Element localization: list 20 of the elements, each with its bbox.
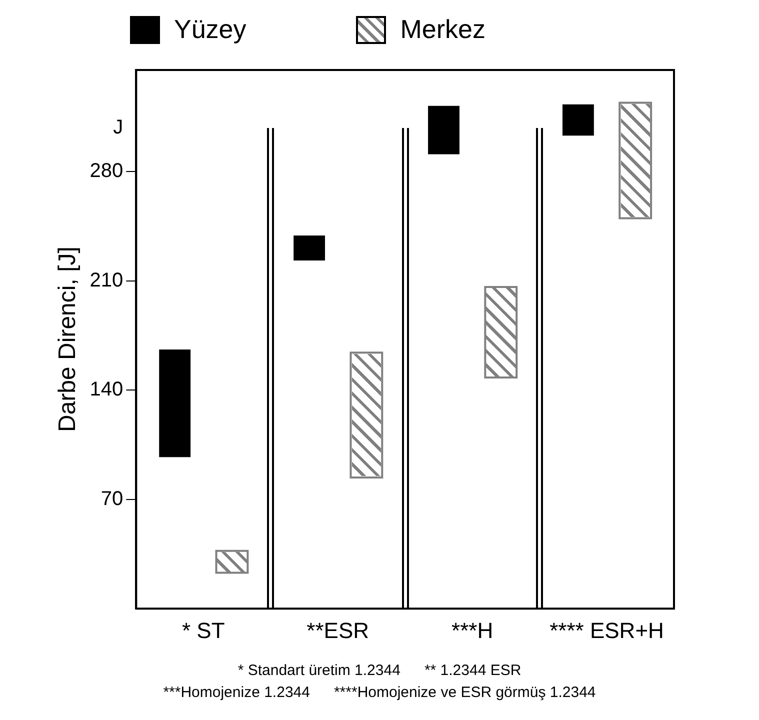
y-tick-label: 210 — [90, 269, 124, 292]
legend-label: Merkez — [400, 14, 486, 45]
y-axis-title: Darbe Direnci, [J] — [54, 246, 82, 432]
text: ****Homojenize ve ESR görmüş 1.2344 — [334, 684, 596, 701]
text: * Standart üretim 1.2344 — [238, 662, 400, 679]
x-tick-label: **ESR — [306, 618, 370, 643]
y-tick-label: 140 — [90, 378, 124, 401]
bar — [294, 235, 325, 260]
x-tick-label: ***H — [452, 618, 494, 643]
x-tick-label: **** ESR+H — [550, 618, 664, 643]
bar — [159, 349, 191, 458]
x-tick-label: * ST — [182, 618, 225, 643]
bar — [562, 104, 594, 136]
text: ***Homojenize 1.2344 — [163, 684, 310, 701]
text: ** 1.2344 ESR — [424, 662, 522, 679]
bar — [428, 106, 460, 154]
y-tick-label: 280 — [90, 160, 124, 182]
y-tick-label: J — [113, 116, 124, 138]
legend-label: Yüzey — [174, 14, 246, 45]
y-tick-label: 70 — [100, 488, 124, 510]
